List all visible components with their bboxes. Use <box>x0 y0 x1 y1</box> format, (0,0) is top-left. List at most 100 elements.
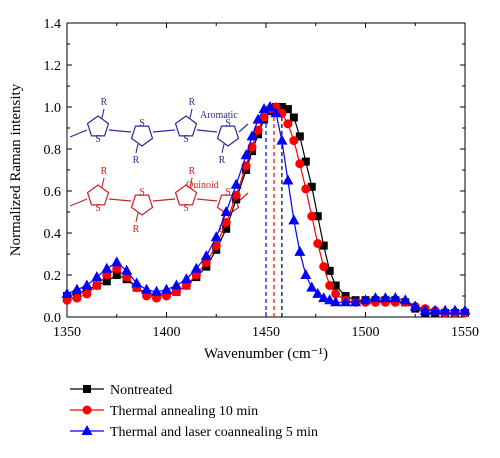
substituent-label: R <box>189 166 196 177</box>
data-point <box>307 211 317 221</box>
sulfur-label: S <box>95 203 101 214</box>
substituent-bond <box>189 108 193 119</box>
chain-end-bond <box>69 198 88 207</box>
sulfur-label: S <box>183 134 189 145</box>
sulfur-label: S <box>139 187 145 198</box>
sulfur-label: S <box>95 134 101 145</box>
data-point <box>162 291 171 301</box>
legend-label: Thermal and laser coannealing 5 min <box>110 425 318 440</box>
data-point <box>324 294 336 305</box>
x-tick-label: 1450 <box>252 325 280 340</box>
data-point <box>399 294 411 305</box>
data-point <box>340 296 352 307</box>
data-point <box>231 190 241 200</box>
substituent-label: R <box>101 97 108 108</box>
data-point <box>180 273 192 284</box>
substituent-bond <box>135 143 139 154</box>
data-point <box>61 287 73 298</box>
y-tick-label: 1.0 <box>44 101 62 116</box>
data-point <box>295 132 304 141</box>
data-point <box>360 294 371 305</box>
x-tick-label: 1500 <box>352 325 380 340</box>
data-point <box>294 245 306 256</box>
data-point <box>301 184 311 194</box>
data-point <box>313 212 322 221</box>
data-point <box>82 289 92 299</box>
substituent-bond <box>221 143 225 154</box>
y-tick-label: 0.0 <box>44 311 62 326</box>
data-point <box>190 262 202 273</box>
data-point <box>181 281 191 290</box>
data-point <box>200 250 212 261</box>
chain-end-bond <box>69 129 88 138</box>
substituent-label: R <box>219 224 226 235</box>
legend-label: Nontreated <box>110 383 172 398</box>
data-point <box>91 271 103 282</box>
data-point <box>319 262 329 272</box>
data-point <box>152 293 162 303</box>
substituent-label: R <box>133 155 140 166</box>
legend: Nontreated Thermal annealing 10 min Therma… <box>70 383 318 440</box>
data-point <box>449 304 461 315</box>
data-point <box>312 287 324 298</box>
data-point <box>295 159 305 169</box>
data-point <box>429 304 441 315</box>
data-point <box>122 272 132 282</box>
data-point <box>131 277 143 288</box>
axis-ticks: 1350 1400 1450 1500 1550 0.0 0.2 0.4 0.6 0.8 1.0 1.… <box>44 17 480 340</box>
chain-end-bond <box>238 192 249 202</box>
data-point <box>331 289 341 299</box>
data-point <box>325 281 335 290</box>
data-series <box>61 101 471 318</box>
data-point <box>246 130 258 141</box>
aromatic-structure: S R S R S R S R Aromatic <box>69 97 249 166</box>
data-point <box>264 101 276 111</box>
data-point <box>92 281 102 290</box>
legend-marker <box>82 405 92 415</box>
data-point <box>283 119 293 129</box>
substituent-label: R <box>133 224 140 235</box>
thiophene-ring <box>216 125 240 147</box>
data-point <box>210 231 222 242</box>
ring-bond <box>196 198 218 202</box>
thiophene-ring <box>130 125 154 147</box>
ring-bond <box>108 198 132 202</box>
data-point <box>270 107 282 118</box>
data-point <box>277 103 286 111</box>
x-tick-label: 1550 <box>451 325 479 340</box>
series-triangle <box>61 101 471 315</box>
data-point <box>101 262 113 273</box>
legend-item: Thermal annealing 10 min <box>70 404 258 419</box>
data-point <box>142 291 152 301</box>
data-point <box>289 136 299 146</box>
data-point <box>71 283 83 294</box>
x-axis-label: Wavenumber (cm⁻¹) <box>204 346 328 362</box>
data-point <box>72 293 82 303</box>
y-tick-label: 0.2 <box>44 269 62 284</box>
legend-item: Thermal and laser coannealing 5 min <box>70 425 318 440</box>
chain-end-bond <box>238 123 249 133</box>
data-point <box>313 239 323 248</box>
peak-markers <box>265 107 283 317</box>
data-point <box>350 296 362 307</box>
data-point <box>288 214 300 225</box>
ring-bond <box>152 129 176 133</box>
substituent-bond <box>101 177 105 188</box>
data-point <box>253 125 263 135</box>
data-point <box>330 296 342 307</box>
y-tick-label: 0.6 <box>44 185 62 200</box>
data-point <box>161 283 172 294</box>
data-point <box>459 304 471 315</box>
data-point <box>306 281 318 292</box>
legend-label: Thermal annealing 10 min <box>110 404 258 419</box>
data-point <box>221 218 231 227</box>
data-point <box>307 182 316 191</box>
data-point <box>282 174 294 185</box>
quinoid-structure: S R S R S R S R Quinoid <box>69 166 249 235</box>
data-point <box>259 113 269 122</box>
y-tick-label: 1.2 <box>44 59 62 74</box>
data-point <box>439 304 451 315</box>
data-point <box>102 270 112 280</box>
thiophene-ring <box>86 184 110 206</box>
y-tick-label: 1.4 <box>44 17 62 32</box>
